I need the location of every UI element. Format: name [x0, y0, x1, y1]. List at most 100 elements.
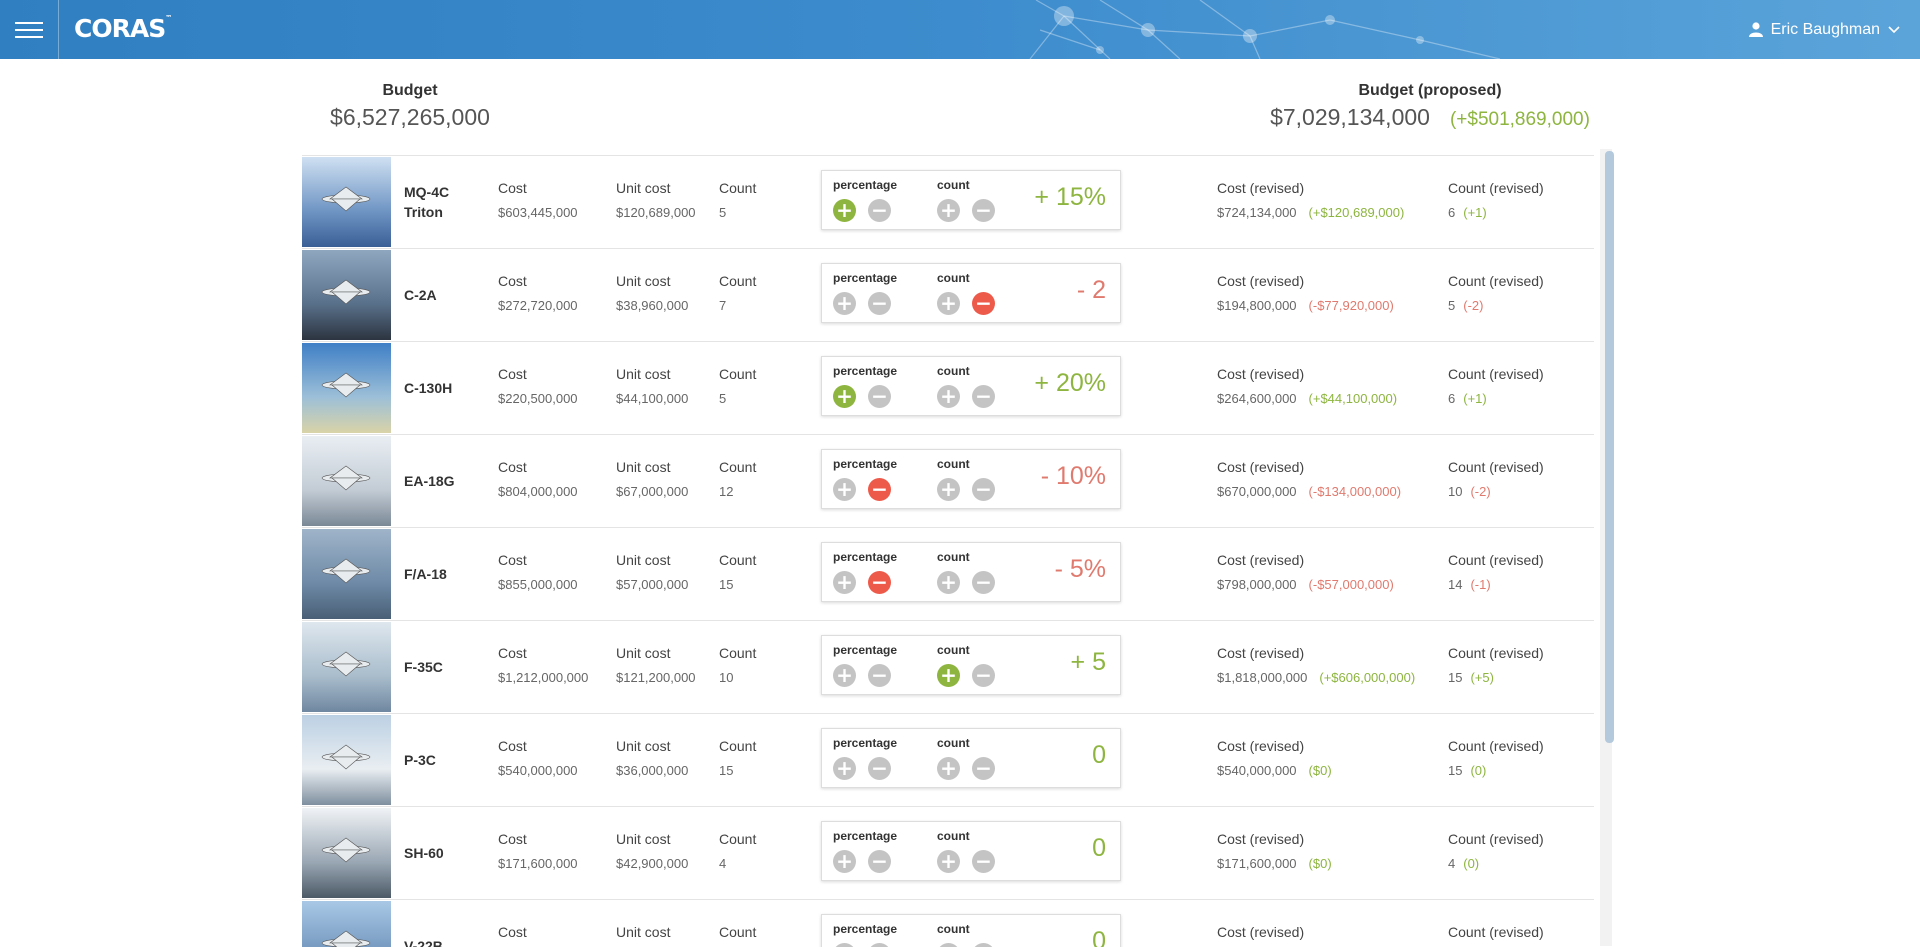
unit-cost-column: Unit cost $120,689,000: [616, 180, 696, 220]
cost-column: Cost $220,500,000: [498, 366, 578, 406]
aircraft-list[interactable]: MQ-4C Triton Cost $603,445,000 Unit cost…: [302, 155, 1594, 947]
hamburger-icon: [15, 21, 43, 38]
count-decrease-button[interactable]: −: [972, 478, 995, 501]
cost-revised-delta: (+$44,100,000): [1308, 391, 1398, 406]
cost-revised-delta: (-$77,920,000): [1308, 298, 1394, 313]
count-increase-button[interactable]: +: [937, 757, 960, 780]
count-control-label: count: [937, 364, 970, 378]
percentage-increase-button[interactable]: +: [833, 757, 856, 780]
percentage-increase-button[interactable]: +: [833, 571, 856, 594]
chevron-down-icon: [1888, 25, 1900, 33]
unit-cost-column: Unit cost $36,000,000: [616, 738, 688, 778]
count-decrease-button[interactable]: −: [972, 943, 995, 947]
percentage-label: percentage: [833, 364, 898, 378]
unit-cost-label: Unit cost: [616, 738, 671, 754]
aircraft-photo-graphic: [302, 901, 391, 947]
count-control-label: count: [937, 643, 970, 657]
unit-cost-label: Unit cost: [616, 273, 671, 289]
adjust-control: percentage count + − + − + 5: [821, 635, 1121, 695]
count-increase-button[interactable]: +: [937, 292, 960, 315]
count-decrease-button[interactable]: −: [972, 385, 995, 408]
count-revised-delta: (+5): [1470, 670, 1494, 685]
unit-cost-column: Unit cost: [616, 924, 670, 947]
percentage-label: percentage: [833, 550, 898, 564]
count-increase-button[interactable]: +: [937, 385, 960, 408]
percentage-label: percentage: [833, 271, 898, 285]
cost-column: Cost: [498, 924, 527, 947]
percentage-increase-button[interactable]: +: [833, 292, 856, 315]
count-increase-button[interactable]: +: [937, 943, 960, 947]
percentage-decrease-button[interactable]: −: [868, 292, 891, 315]
percentage-decrease-button[interactable]: −: [868, 850, 891, 873]
percentage-decrease-button[interactable]: −: [868, 199, 891, 222]
percentage-decrease-button[interactable]: −: [868, 943, 891, 947]
percentage-decrease-button[interactable]: −: [868, 385, 891, 408]
aircraft-name: P-3C: [404, 752, 436, 768]
adjustment-value: + 5: [1070, 648, 1106, 676]
count-revised-label: Count (revised): [1448, 459, 1544, 475]
aircraft-row: MQ-4C Triton Cost $603,445,000 Unit cost…: [302, 156, 1594, 249]
count-increase-button[interactable]: +: [937, 199, 960, 222]
unit-cost-label: Unit cost: [616, 924, 671, 940]
count-revised-column: Count (revised) 15 (0): [1448, 738, 1544, 778]
aircraft-photo-graphic: [302, 808, 391, 898]
count-revised-label: Count (revised): [1448, 645, 1544, 661]
percentage-increase-button[interactable]: +: [833, 199, 856, 222]
cost-revised-label: Cost (revised): [1217, 366, 1305, 382]
count-decrease-button[interactable]: −: [972, 664, 995, 687]
adjust-control: percentage count + − + − - 5%: [821, 542, 1121, 602]
count-decrease-button[interactable]: −: [972, 292, 995, 315]
hamburger-menu-button[interactable]: [0, 0, 59, 59]
scrollbar-thumb[interactable]: [1605, 151, 1614, 743]
aircraft-photo-graphic: [302, 715, 391, 805]
cost-revised-value: $1,818,000,000: [1217, 670, 1308, 685]
percentage-increase-button[interactable]: +: [833, 385, 856, 408]
count-decrease-button[interactable]: −: [972, 757, 995, 780]
count-control-label: count: [937, 829, 970, 843]
count-revised-label: Count (revised): [1448, 180, 1544, 196]
percentage-decrease-button[interactable]: −: [868, 757, 891, 780]
user-menu[interactable]: Eric Baughman: [1748, 0, 1900, 59]
aircraft-row: F/A-18 Cost $855,000,000 Unit cost $57,0…: [302, 528, 1594, 621]
unit-cost-value: $121,200,000: [616, 670, 696, 685]
count-value: 15: [719, 763, 734, 778]
count-increase-button[interactable]: +: [937, 478, 960, 501]
percentage-decrease-button[interactable]: −: [868, 571, 891, 594]
cost-label: Cost: [498, 180, 527, 196]
count-decrease-button[interactable]: −: [972, 571, 995, 594]
count-decrease-button[interactable]: −: [972, 850, 995, 873]
count-column: Count 7: [719, 273, 756, 313]
count-increase-button[interactable]: +: [937, 571, 960, 594]
cost-column: Cost $804,000,000: [498, 459, 578, 499]
budget-proposed-label: Budget (proposed): [1358, 82, 1502, 99]
count-decrease-button[interactable]: −: [972, 199, 995, 222]
count-control-label: count: [937, 178, 970, 192]
aircraft-photo-graphic: [302, 529, 391, 619]
percentage-increase-button[interactable]: +: [833, 943, 856, 947]
count-label: Count: [719, 924, 757, 940]
percentage-increase-button[interactable]: +: [833, 664, 856, 687]
app-logo[interactable]: CORAS™: [74, 14, 172, 43]
count-revised-value: 15: [1448, 670, 1463, 685]
adjust-control: percentage count + − + − 0: [821, 914, 1121, 947]
adjustment-value: - 5%: [1054, 555, 1106, 583]
count-revised-column: Count (revised): [1448, 924, 1544, 947]
aircraft-photo: [302, 622, 391, 712]
cost-revised-column: Cost (revised) $670,000,000 (-$134,000,00…: [1217, 459, 1401, 499]
count-increase-button[interactable]: +: [937, 664, 960, 687]
cost-column: Cost $171,600,000: [498, 831, 578, 871]
count-increase-button[interactable]: +: [937, 850, 960, 873]
percentage-increase-button[interactable]: +: [833, 478, 856, 501]
aircraft-photo-graphic: [302, 343, 391, 433]
cost-revised-delta: (-$134,000,000): [1308, 484, 1402, 499]
aircraft-photo: [302, 157, 391, 247]
count-revised-label: Count (revised): [1448, 924, 1544, 940]
percentage-increase-button[interactable]: +: [833, 850, 856, 873]
percentage-decrease-button[interactable]: −: [868, 664, 891, 687]
aircraft-photo: [302, 808, 391, 898]
unit-cost-label: Unit cost: [616, 459, 671, 475]
percentage-decrease-button[interactable]: −: [868, 478, 891, 501]
aircraft-photo: [302, 901, 391, 947]
cost-revised-value: $171,600,000: [1217, 856, 1297, 871]
count-control-label: count: [937, 457, 970, 471]
